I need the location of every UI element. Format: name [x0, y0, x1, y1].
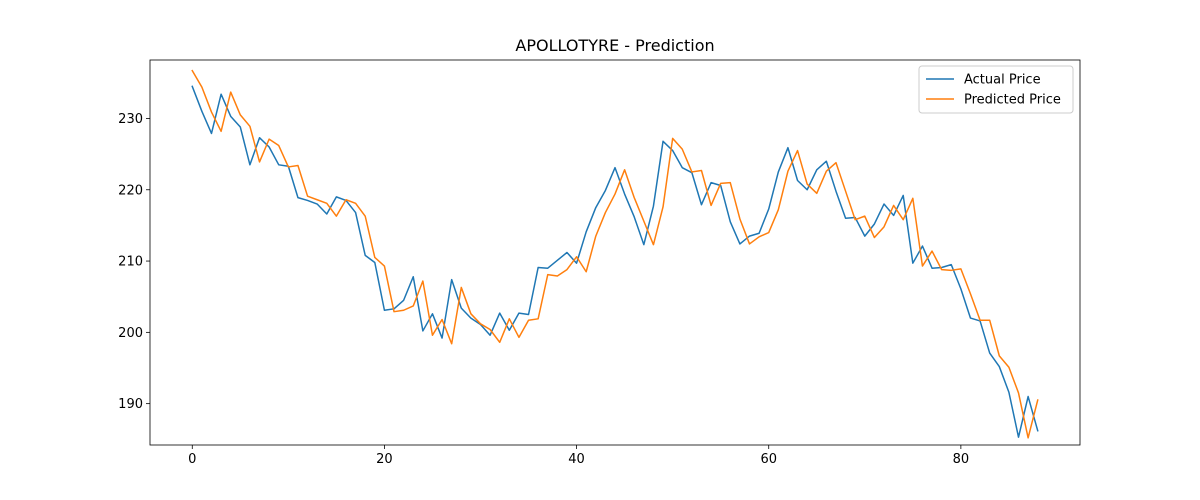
x-tick-label: 0: [188, 452, 196, 467]
y-tick-label: 230: [118, 112, 143, 127]
y-tick-label: 220: [118, 183, 143, 198]
x-tick-label: 20: [376, 452, 393, 467]
legend-box: [918, 65, 1074, 114]
axes-frame: [149, 59, 1081, 446]
chart-title: APOLLOTYRE - Prediction: [515, 36, 714, 55]
y-tick-label: 210: [118, 255, 143, 270]
series-line-actual-price: [191, 85, 1039, 438]
legend-label-actual-price: Actual Price: [964, 73, 1041, 88]
x-tick-label: 60: [760, 452, 777, 467]
legend: Actual Price Predicted Price: [918, 65, 1074, 114]
plot-area: 0 20 40 60 80 190 200 210 220 230: [118, 59, 1081, 467]
x-tick-label: 40: [568, 452, 585, 467]
series-line-predicted-price: [191, 69, 1039, 439]
y-tick-label: 190: [118, 397, 143, 412]
x-tick-label: 80: [953, 452, 970, 467]
y-tick-label: 200: [118, 326, 143, 341]
legend-label-predicted-price: Predicted Price: [964, 93, 1061, 108]
